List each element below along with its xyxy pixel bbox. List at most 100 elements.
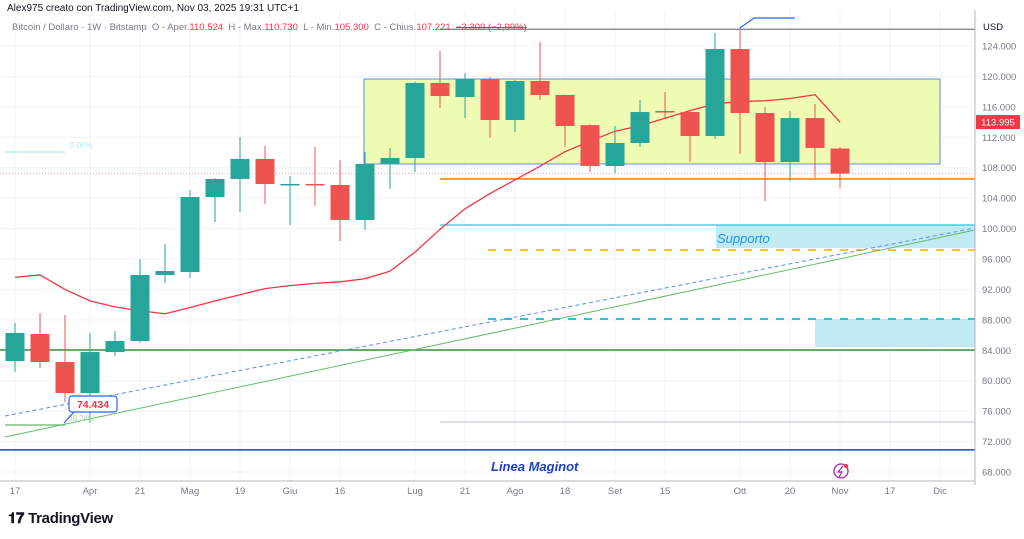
x-tick-label: 19	[235, 486, 246, 497]
candle-up	[605, 126, 625, 174]
y-tick-label: 116.000	[982, 102, 1016, 113]
candle-down	[480, 77, 500, 139]
low-value: 105.300	[334, 22, 369, 33]
candle-up	[380, 148, 400, 190]
y-tick-label: 76.000	[982, 407, 1011, 418]
candle-body	[630, 112, 650, 143]
candle-down	[305, 147, 325, 206]
candle-body	[405, 82, 425, 158]
candle-body	[505, 80, 525, 121]
y-tick-label: 104.000	[982, 194, 1016, 205]
candle-down	[680, 109, 700, 163]
candle-up	[105, 331, 125, 357]
x-tick-label: Dic	[933, 486, 947, 497]
candle-up	[180, 190, 200, 279]
low-callout-box[interactable]	[68, 395, 118, 413]
candle-body	[5, 333, 25, 362]
candle-body	[755, 113, 775, 163]
symbol-name[interactable]: Bitcoin / Dollaro · 1W · Bitstamp	[12, 22, 147, 33]
candle-body	[555, 94, 575, 127]
y-tick-label: 92.000	[982, 285, 1011, 296]
x-tick-label: Giu	[283, 486, 298, 497]
current-price-label: 113.995	[981, 118, 1015, 129]
candle-body	[305, 183, 325, 186]
price-axis[interactable]: 124.000 120.000 116.000 112.000 108.000 104.0…	[974, 10, 1020, 485]
y-tick-label: 112.000	[982, 133, 1016, 144]
candle-body	[230, 158, 250, 179]
x-tick-label: Lug	[407, 486, 423, 497]
support-label[interactable]: Supporto	[717, 231, 770, 246]
fib-low-label: 38.24%	[68, 414, 95, 423]
candle-body	[605, 142, 625, 167]
low-label: L - Min.	[303, 22, 335, 33]
candle-body	[680, 112, 700, 136]
trendline[interactable]	[4, 229, 976, 438]
candle-body	[805, 118, 825, 149]
candle-body	[205, 178, 225, 197]
ath-callout-pointer	[739, 17, 795, 29]
y-tick-label: 124.000	[982, 42, 1016, 53]
change-value: −3.309 (−2,99%)	[455, 22, 527, 33]
author-line: Alex975 creato con TradingView.com, Nov …	[7, 3, 299, 14]
lightning-icon[interactable]	[833, 463, 849, 479]
x-tick-label: 21	[460, 486, 471, 497]
open-value: 110.524	[189, 22, 224, 33]
maginot-label[interactable]: Linea Maginot	[491, 459, 579, 474]
candle-up	[505, 80, 525, 133]
candle-down	[555, 94, 575, 148]
candle-body	[30, 334, 50, 362]
candle-up	[155, 244, 175, 284]
lower-support-zone[interactable]	[815, 319, 975, 348]
logo-text: TradingView	[28, 510, 113, 527]
candle-body	[380, 157, 400, 164]
close-label: C - Chius.	[374, 22, 417, 33]
ema-line	[14, 93, 841, 315]
x-tick-label: 20	[785, 486, 796, 497]
x-tick-label: 21	[135, 486, 146, 497]
x-tick-label: 15	[660, 486, 671, 497]
x-tick-label: Mag	[181, 486, 199, 497]
y-tick-label: 96.000	[982, 254, 1011, 265]
x-tick-label: 17	[885, 486, 896, 497]
candle-body	[730, 49, 750, 114]
x-tick-label: 16	[335, 486, 346, 497]
currency-label: USD	[983, 22, 1004, 33]
candle-body	[355, 163, 375, 220]
candle-body	[830, 148, 850, 174]
candle-down	[55, 314, 75, 403]
y-tick-label: 84.000	[982, 346, 1011, 357]
candle-down	[755, 107, 775, 202]
candles	[5, 29, 850, 424]
candle-body	[430, 82, 450, 96]
candle-down	[255, 146, 275, 204]
candle-body	[180, 196, 200, 273]
y-tick-label: 88.000	[982, 315, 1011, 326]
candle-up	[780, 111, 800, 182]
symbol-legend: Bitcoin / Dollaro · 1W · Bitstamp O - Ap…	[12, 22, 527, 33]
high-label: H - Max.	[228, 22, 265, 33]
candle-body	[580, 125, 600, 167]
candle-body	[280, 183, 300, 186]
y-tick-label: 100.000	[982, 224, 1016, 235]
candle-down	[530, 42, 550, 101]
candle-down	[730, 29, 750, 155]
candle-body	[155, 271, 175, 275]
candle-down	[430, 51, 450, 108]
support-zone[interactable]	[716, 224, 975, 248]
candle-body	[780, 118, 800, 163]
range-zone[interactable]	[363, 78, 941, 165]
y-tick-label: 108.000	[982, 163, 1016, 174]
y-tick-label: 72.000	[982, 437, 1011, 448]
candle-down	[830, 146, 850, 189]
candle-body	[330, 184, 350, 220]
x-tick-label: 17	[10, 486, 21, 497]
candle-body	[455, 79, 475, 97]
time-axis[interactable]: 17 Apr 21 Mag 19 Giu 16 Lug 21 Ago 18 Set 15 Ott 20 Nov…	[0, 480, 975, 497]
x-tick-label: Nov	[832, 486, 849, 497]
candle-down	[805, 103, 825, 178]
dashed-trendline[interactable]	[4, 227, 976, 417]
close-value: 107.221	[416, 22, 451, 33]
y-tick-label: 80.000	[982, 376, 1011, 387]
candle-up	[130, 258, 150, 343]
